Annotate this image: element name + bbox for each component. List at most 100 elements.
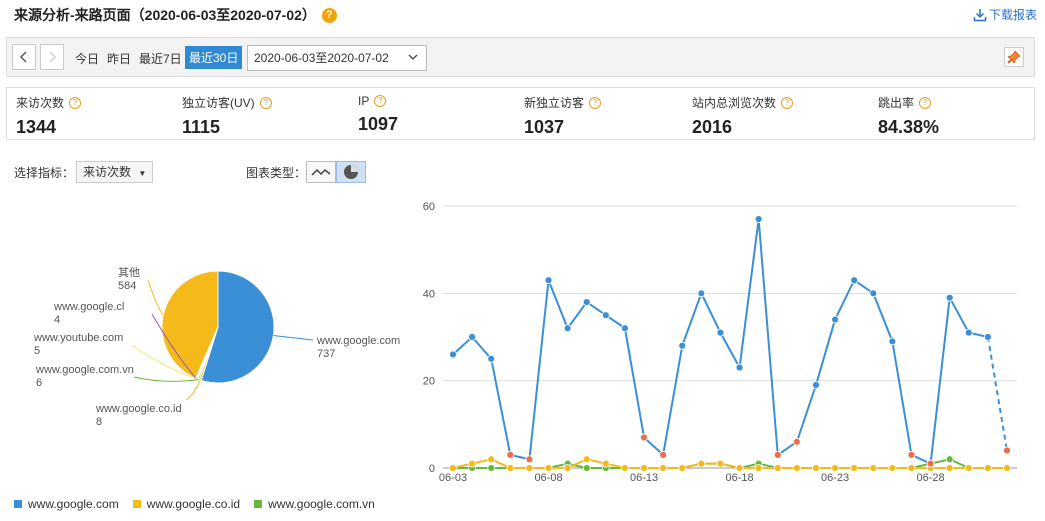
data-point[interactable]: [525, 455, 534, 464]
data-point[interactable]: [716, 459, 725, 468]
legend-swatch: [14, 500, 22, 508]
indicator-select[interactable]: 来访次数 ▼: [76, 161, 154, 183]
data-point[interactable]: [487, 464, 496, 472]
range-today[interactable]: 今日: [75, 52, 100, 66]
data-point[interactable]: [544, 464, 553, 472]
y-tick-label: 0: [429, 463, 435, 475]
data-point[interactable]: [659, 450, 668, 459]
download-icon: [973, 8, 987, 21]
pie-chart-button[interactable]: [336, 161, 367, 183]
range-last-7-days[interactable]: 最近7日: [139, 52, 182, 66]
data-point[interactable]: [582, 455, 591, 464]
data-point[interactable]: [697, 459, 706, 468]
legend-label: www.google.com.vn: [268, 497, 375, 511]
download-report-button[interactable]: 下载报表: [973, 6, 1037, 23]
data-point[interactable]: [812, 464, 820, 472]
data-point[interactable]: [869, 289, 878, 298]
series-line-projected: [986, 336, 1008, 451]
data-point[interactable]: [582, 298, 591, 306]
data-point[interactable]: [773, 450, 782, 459]
data-point[interactable]: [563, 464, 572, 472]
metric-uv: 独立访客(UV)? 1115: [182, 94, 272, 138]
data-point[interactable]: [754, 464, 763, 472]
data-point[interactable]: [678, 341, 687, 350]
data-point[interactable]: [601, 311, 610, 320]
help-icon[interactable]: ?: [321, 7, 337, 23]
legend-item-google-com[interactable]: www.google.com: [14, 497, 119, 511]
data-point[interactable]: [945, 455, 954, 464]
x-tick-label: 06-13: [630, 472, 658, 484]
data-point[interactable]: [831, 315, 839, 324]
pie-label: 其他: [118, 266, 140, 279]
metric-label: 来访次数: [16, 96, 65, 110]
help-icon[interactable]: ?: [919, 96, 932, 109]
date-range-select[interactable]: 2020-06-03至2020-07-02: [247, 45, 427, 71]
data-point[interactable]: [754, 215, 763, 224]
data-point[interactable]: [907, 450, 916, 459]
data-point[interactable]: [640, 464, 648, 472]
data-point[interactable]: [1003, 464, 1011, 472]
data-point[interactable]: [888, 464, 897, 472]
data-point[interactable]: [506, 450, 515, 459]
range-yesterday[interactable]: 昨日: [107, 52, 132, 66]
data-point[interactable]: [621, 324, 629, 333]
legend-item-google-com-vn[interactable]: www.google.com.vn: [254, 497, 375, 511]
data-point[interactable]: [850, 464, 859, 472]
data-point[interactable]: [926, 459, 935, 468]
data-point[interactable]: [812, 381, 820, 389]
legend-item-google-co-id[interactable]: www.google.co.id: [132, 497, 240, 511]
data-point[interactable]: [601, 459, 610, 468]
range-last-30-days[interactable]: 最近30日: [185, 46, 243, 69]
data-point[interactable]: [964, 464, 973, 472]
data-point[interactable]: [621, 464, 629, 472]
pie-label: www.google.com.vn: [35, 364, 134, 376]
data-point[interactable]: [964, 328, 973, 337]
data-point[interactable]: [792, 437, 801, 446]
data-point[interactable]: [525, 464, 534, 472]
data-point[interactable]: [449, 350, 457, 359]
data-point[interactable]: [907, 464, 916, 472]
data-point[interactable]: [831, 464, 839, 472]
data-point[interactable]: [449, 464, 457, 472]
data-point[interactable]: [697, 289, 706, 298]
next-period-button[interactable]: [40, 44, 64, 70]
metric-ip: IP? 1097: [358, 94, 398, 135]
help-icon[interactable]: ?: [69, 96, 82, 109]
data-point[interactable]: [468, 333, 477, 341]
data-point[interactable]: [487, 354, 496, 363]
data-point[interactable]: [659, 464, 668, 472]
data-point[interactable]: [1003, 446, 1011, 455]
data-point[interactable]: [640, 433, 648, 442]
data-point[interactable]: [773, 464, 782, 472]
data-point[interactable]: [735, 464, 744, 472]
data-point[interactable]: [506, 464, 515, 472]
data-point[interactable]: [850, 276, 859, 285]
line-chart-button[interactable]: [306, 161, 337, 183]
pin-button[interactable]: [1004, 47, 1024, 67]
help-icon[interactable]: ?: [781, 96, 794, 109]
data-point[interactable]: [563, 324, 572, 333]
help-icon[interactable]: ?: [374, 95, 387, 107]
data-point[interactable]: [735, 363, 744, 372]
data-point[interactable]: [983, 333, 992, 341]
data-point[interactable]: [716, 328, 725, 337]
data-point[interactable]: [945, 293, 954, 302]
data-point[interactable]: [792, 464, 801, 472]
data-point[interactable]: [983, 464, 992, 472]
pie-label: www.google.co.id: [95, 403, 182, 415]
help-icon[interactable]: ?: [259, 96, 272, 109]
pie-value-label: 8: [96, 416, 102, 428]
data-point[interactable]: [678, 464, 687, 472]
data-point[interactable]: [487, 455, 496, 464]
data-point[interactable]: [945, 464, 954, 472]
prev-period-button[interactable]: [12, 44, 36, 70]
data-point[interactable]: [888, 337, 897, 346]
data-point[interactable]: [582, 464, 591, 472]
indicator-selector: 选择指标： 来访次数 ▼: [14, 161, 154, 183]
data-point[interactable]: [544, 276, 553, 285]
data-point[interactable]: [468, 459, 477, 468]
metric-value: 1115: [182, 117, 221, 137]
pie-slice[interactable]: [200, 270, 275, 384]
help-icon[interactable]: ?: [589, 96, 602, 109]
data-point[interactable]: [869, 464, 878, 472]
